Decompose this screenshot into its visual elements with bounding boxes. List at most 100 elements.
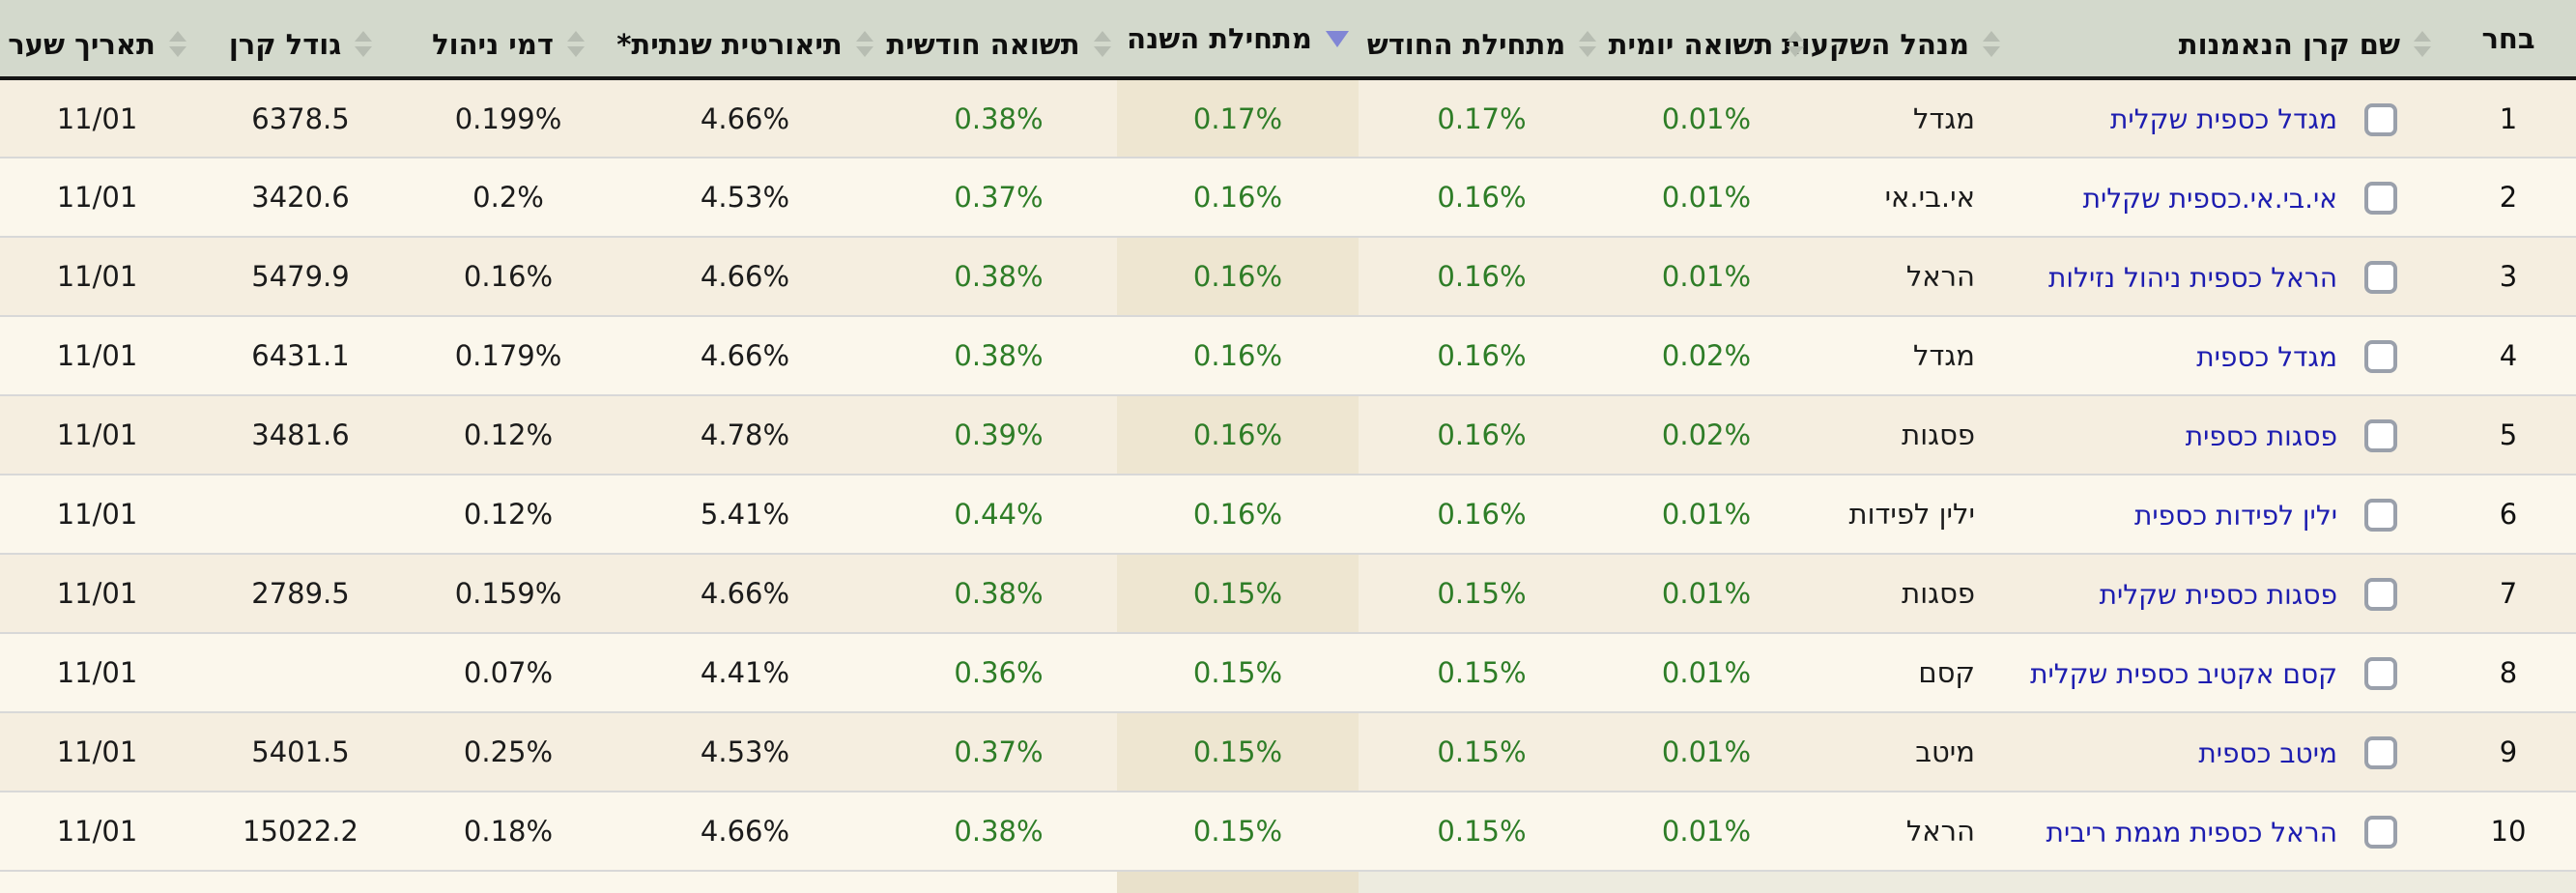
column-header-annual-theoretical[interactable]: תיאורטית שנתית* xyxy=(610,0,880,80)
column-label-annual-theoretical: תיאורטית שנתית* xyxy=(616,27,843,61)
cell-rate-date: 11/01 xyxy=(0,158,194,238)
cell-fund-name: הראל כספית מגמת ריבית xyxy=(2016,792,2441,872)
sort-icon-fund-size xyxy=(355,31,373,58)
cell-mgmt-fee: 0.18% xyxy=(407,792,610,872)
fund-row: 10 הראל כספית מגמת ריבית הראל 0.01% 0.15… xyxy=(0,792,2576,872)
column-label-monthly-return: תשואה חודשית xyxy=(886,27,1080,61)
cell-manager: קסם xyxy=(1808,633,2016,713)
cell-manager: פסגות xyxy=(1808,395,2016,475)
fund-select-checkbox[interactable] xyxy=(2364,499,2397,532)
fund-select-checkbox[interactable] xyxy=(2364,102,2397,136)
cell-rate-date: 11/01 xyxy=(0,712,194,792)
row-number: 7 xyxy=(2441,554,2576,634)
cell-fund-name: קסם אקטיב כספית שקלית xyxy=(2016,633,2441,713)
cell-rate-date: 11/01 xyxy=(0,792,194,872)
cell-monthly-return: 0.38% xyxy=(880,792,1117,872)
fund-name-link[interactable]: מיטב כספית xyxy=(2198,736,2337,769)
cell-annual-theoretical: 4.53% xyxy=(610,158,880,238)
fund-row: 4 מגדל כספית מגדל 0.02% 0.16% 0.16% 0.38… xyxy=(0,316,2576,396)
cell-fund-name: מגדל כספית שקלית xyxy=(2016,78,2441,158)
cell-mgmt-fee: 0.12% xyxy=(407,395,610,475)
fund-row: 1 מגדל כספית שקלית מגדל 0.01% 0.17% 0.17… xyxy=(0,78,2576,158)
cell-fund-name: מגדל כספית xyxy=(2016,316,2441,396)
cell-annual-theoretical: 4.66% xyxy=(610,237,880,317)
fund-select-checkbox[interactable] xyxy=(2364,261,2397,294)
cell-year-to-date: 0.16% xyxy=(1117,316,1359,396)
cell-month-to-date: 0.16% xyxy=(1359,316,1605,396)
cell-rate-date: 11/01 xyxy=(0,316,194,396)
column-header-monthly-return[interactable]: תשואה חודשית xyxy=(880,0,1117,80)
fund-select-checkbox[interactable] xyxy=(2364,578,2397,611)
cell-monthly-return: 0.38% xyxy=(880,78,1117,158)
fund-name-link[interactable]: הראל כספית ניהול נזילות xyxy=(2048,261,2337,294)
fund-name-link[interactable]: ילין לפידות כספית xyxy=(2134,499,2337,532)
column-label-year-to-date: מתחילת השנה xyxy=(1127,22,1312,56)
fund-name-link[interactable]: מגדל כספית שקלית xyxy=(2110,103,2337,135)
cell-fund-name: הראל כספית ניהול נזילות xyxy=(2016,237,2441,317)
column-header-select: בחר xyxy=(2441,0,2576,80)
cell-rate-date: 11/01 xyxy=(0,633,194,713)
sort-icon-manager xyxy=(1983,31,2000,58)
cell-month-to-date: 0.15% xyxy=(1359,633,1605,713)
cell-fund-size: 3481.6 xyxy=(194,395,407,475)
cell-manager: הראל xyxy=(1808,237,2016,317)
fund-name-link[interactable]: הראל כספית מגמת ריבית xyxy=(2046,816,2337,849)
cell-month-to-date: 0.15% xyxy=(1359,792,1605,872)
cell-fund-size: 6431.1 xyxy=(194,316,407,396)
fund-row: 3 הראל כספית ניהול נזילות הראל 0.01% 0.1… xyxy=(0,237,2576,317)
row-number: 9 xyxy=(2441,712,2576,792)
column-header-mgmt-fee[interactable]: דמי ניהול xyxy=(407,0,610,80)
fund-select-checkbox[interactable] xyxy=(2364,736,2397,769)
cell-annual-theoretical: 5.41% xyxy=(610,475,880,555)
column-label-select: בחר xyxy=(2481,21,2535,55)
fund-name-link[interactable]: פסגות כספית xyxy=(2185,419,2337,452)
cell-mgmt-fee: 0.159% xyxy=(407,554,610,634)
column-header-fund-name[interactable]: שם קרן הנאמנות xyxy=(2016,0,2441,80)
cell-fund-size xyxy=(194,475,407,555)
cell-annual-theoretical: 4.53% xyxy=(610,712,880,792)
column-label-month-to-date: מתחילת החודש xyxy=(1366,27,1566,61)
cell-year-to-date: 0.15% xyxy=(1117,792,1359,872)
cell-daily-return: 0.01% xyxy=(1605,78,1808,158)
cell-manager: ילין לפידות xyxy=(1808,475,2016,555)
fund-name-link[interactable]: פסגות כספית שקלית xyxy=(2099,578,2337,611)
column-header-month-to-date[interactable]: מתחילת החודש xyxy=(1359,0,1605,80)
fund-name-link[interactable]: אי.בי.אי.כספית שקלית xyxy=(2082,182,2337,215)
cell-fund-size xyxy=(194,633,407,713)
row-number: 4 xyxy=(2441,316,2576,396)
cell-manager: אי.בי.אי xyxy=(1808,158,2016,238)
column-header-fund-size[interactable]: גודל קרן xyxy=(194,0,407,80)
cell-daily-return: 0.02% xyxy=(1605,395,1808,475)
row-number: 1 xyxy=(2441,78,2576,158)
cell-daily-return: 0.02% xyxy=(1605,316,1808,396)
column-header-manager[interactable]: מנהל השקעות xyxy=(1782,0,2016,80)
cell-year-to-date: 0.16% xyxy=(1117,475,1359,555)
cell-month-to-date: 0.16% xyxy=(1359,395,1605,475)
cell-annual-theoretical: 4.66% xyxy=(610,792,880,872)
fund-select-checkbox[interactable] xyxy=(2364,657,2397,690)
cell-fund-size: 5479.9 xyxy=(194,237,407,317)
partial-next-row xyxy=(0,871,2576,893)
cell-month-to-date: 0.17% xyxy=(1359,78,1605,158)
cell-annual-theoretical: 4.66% xyxy=(610,554,880,634)
fund-select-checkbox[interactable] xyxy=(2364,419,2397,452)
fund-select-checkbox[interactable] xyxy=(2364,816,2397,849)
column-header-year-to-date[interactable]: מתחילת השנה xyxy=(1117,0,1359,80)
column-header-daily-return[interactable]: תשואה יומית xyxy=(1605,0,1808,80)
sort-icon-fund-name xyxy=(2414,31,2431,58)
cell-daily-return: 0.01% xyxy=(1605,158,1808,238)
cell-mgmt-fee: 0.16% xyxy=(407,237,610,317)
fund-select-checkbox[interactable] xyxy=(2364,340,2397,373)
cell-year-to-date: 0.16% xyxy=(1117,395,1359,475)
column-header-rate-date[interactable]: תאריך שער xyxy=(0,0,194,80)
column-label-manager: מנהל השקעות xyxy=(1781,27,1969,61)
fund-name-link[interactable]: קסם אקטיב כספית שקלית xyxy=(2030,657,2337,690)
fund-name-link[interactable]: מגדל כספית xyxy=(2196,340,2337,373)
fund-row: 7 פסגות כספית שקלית פסגות 0.01% 0.15% 0.… xyxy=(0,554,2576,634)
column-label-fund-size: גודל קרן xyxy=(228,27,342,61)
cell-rate-date: 11/01 xyxy=(0,237,194,317)
row-number: 2 xyxy=(2441,158,2576,238)
sort-icon-rate-date xyxy=(168,31,186,58)
fund-select-checkbox[interactable] xyxy=(2364,182,2397,215)
